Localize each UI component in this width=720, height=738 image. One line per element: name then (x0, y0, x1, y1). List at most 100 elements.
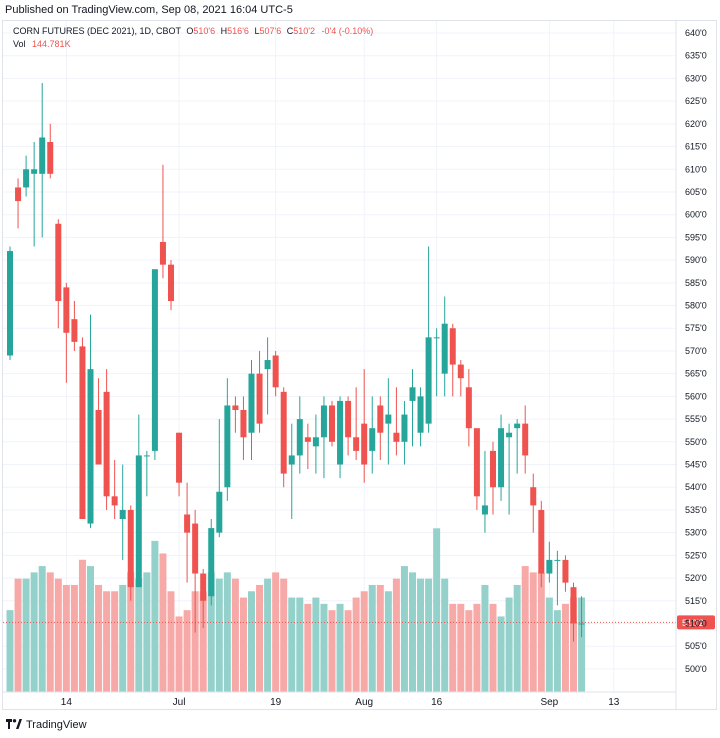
volume-bar (425, 578, 433, 692)
volume-bar (6, 610, 14, 692)
chart-frame (2, 20, 717, 710)
volume-bar (223, 572, 231, 692)
volume-layer (6, 528, 586, 692)
candle-body (143, 455, 150, 457)
volume-bar (449, 603, 457, 692)
volume-bar (22, 578, 30, 692)
candle-body (159, 241, 166, 265)
volume-bar (578, 597, 586, 692)
candle-body (417, 396, 424, 433)
volume-bar (296, 597, 304, 692)
volume-bar (465, 610, 473, 692)
candle-body (538, 509, 545, 574)
candle-body (264, 360, 271, 370)
volume-bar (111, 591, 119, 692)
volume-bar (127, 572, 135, 692)
candle-body (312, 437, 319, 447)
volume-bar (70, 584, 78, 692)
candle-body (369, 428, 376, 451)
low-label: L (254, 26, 260, 36)
candle-body (208, 528, 215, 597)
volume-bar (231, 578, 239, 692)
candle-body (55, 223, 62, 301)
volume-bar (433, 528, 441, 692)
x-tick-label: Sep (540, 697, 558, 708)
volume-bar (521, 566, 529, 692)
candle-body (506, 432, 513, 438)
candle-body (176, 432, 183, 483)
candle-body (345, 400, 352, 438)
candle-body (578, 623, 585, 625)
volume-bar (457, 603, 465, 692)
candle-body (433, 337, 440, 339)
volume-label: Vol (13, 39, 26, 49)
candle-body (135, 455, 142, 588)
volume-bar (392, 578, 400, 692)
volume-bar (119, 584, 127, 692)
candle-body (248, 373, 255, 433)
y-tick-label: 520'0 (685, 573, 707, 583)
volume-bar (320, 603, 328, 692)
y-tick-label: 550'0 (685, 437, 707, 447)
volume-bar (103, 591, 111, 692)
published-info: Published on TradingView.com, Sep 08, 20… (5, 4, 293, 16)
volume-bar (304, 603, 312, 692)
candle-body (393, 432, 400, 442)
tradingview-brand[interactable]: TradingView (6, 718, 87, 732)
volume-bar (38, 566, 46, 692)
y-tick-label: 515'0 (685, 596, 707, 606)
y-tick-label: 595'0 (685, 232, 707, 242)
low-value: 507'6 (259, 26, 282, 36)
last-price-tag (677, 615, 715, 630)
candle-body (216, 491, 223, 533)
candle-body (554, 559, 561, 561)
y-tick-label: 510'0 (685, 618, 707, 628)
y-tick-label: 565'0 (685, 369, 707, 379)
close-label: C (286, 26, 294, 36)
volume-bar (272, 572, 280, 692)
y-tick-label: 585'0 (685, 278, 707, 288)
candle-body (522, 423, 529, 456)
volume-bar (328, 610, 336, 692)
candle-body (47, 142, 54, 174)
volume-bar (497, 616, 505, 692)
volume-bar (191, 591, 199, 692)
y-tick-label: 615'0 (685, 142, 707, 152)
last-price-label: 510'2 (682, 618, 704, 628)
volume-bar (360, 591, 368, 692)
candle-body (103, 391, 110, 497)
open-value: 510'6 (193, 26, 216, 36)
volume-bar (239, 597, 247, 692)
volume-bar (352, 597, 360, 692)
candle-body (441, 323, 448, 374)
tradingview-logo-icon (6, 718, 22, 732)
volume-bar (248, 591, 255, 692)
candle-body (127, 509, 134, 588)
x-tick-label: 16 (431, 697, 443, 708)
candle-body (71, 319, 78, 342)
y-tick-label: 535'0 (685, 505, 707, 515)
volume-bar (54, 578, 62, 692)
price-line-layer: 510'2 (3, 615, 715, 630)
volume-bar (513, 584, 521, 692)
candle-body (329, 405, 335, 442)
y-tick-label: 630'0 (685, 73, 707, 83)
symbol-legend: CORN FUTURES (DEC 2021), 1D, CBOT O510'6… (13, 26, 373, 36)
y-tick-label: 610'0 (685, 164, 707, 174)
x-tick-label: 14 (61, 697, 73, 708)
volume-bar (256, 584, 264, 692)
y-tick-label: 570'0 (685, 346, 707, 356)
candle-body (23, 169, 30, 188)
y-tick-label: 545'0 (685, 460, 707, 470)
candle-body (425, 337, 432, 424)
candle-body (119, 509, 126, 520)
candle-body (111, 496, 118, 506)
candle-body (449, 328, 456, 365)
y-tick-label: 580'0 (685, 301, 707, 311)
candle-body (240, 410, 247, 438)
candle-body (192, 523, 199, 574)
volume-bar (264, 578, 272, 692)
candle-body (490, 450, 496, 488)
x-tick-label: Aug (355, 697, 373, 708)
